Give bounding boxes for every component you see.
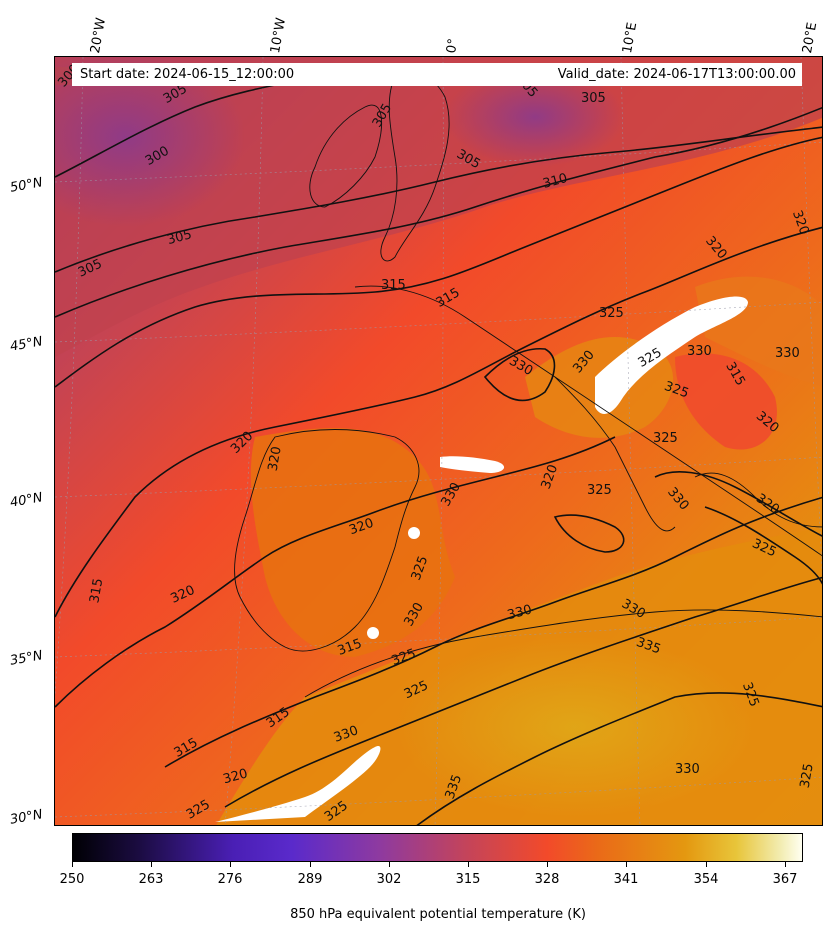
- warm-iberia: [250, 428, 455, 657]
- contour-label-330g: 330: [506, 602, 534, 623]
- colorbar-tick: [626, 862, 627, 867]
- red-adriatic: [675, 353, 777, 450]
- lon-label-20w: 20°W: [88, 16, 110, 55]
- lat-label-45n: 45°N: [8, 334, 44, 355]
- colorbar-tick: [389, 862, 390, 867]
- contour-label-305b: 305: [166, 227, 194, 248]
- colorbar-tick-label: 328: [534, 872, 560, 887]
- lat-label-50n: 50°N: [8, 175, 44, 196]
- colorbar-tick-label: 354: [693, 872, 719, 887]
- colorbar-tick-label: 263: [138, 872, 164, 887]
- valid-date-text: Valid_date: 2024-06-17T13:00:00.00: [557, 67, 796, 82]
- colorbar-tick-label: 289: [297, 872, 323, 887]
- map-canvas: 300 305 300 305 305 305 305 305 305 310 …: [55, 57, 822, 825]
- colorbar-title: 850 hPa equivalent potential temperature…: [290, 907, 586, 922]
- lon-label-0: 0°: [444, 37, 462, 55]
- colorbar-tick: [310, 862, 311, 867]
- contour-label-320b: 320: [266, 445, 285, 472]
- purple-cell-west: [55, 57, 245, 227]
- colorbar-tick-label: 250: [59, 872, 85, 887]
- colorbar-tick-label: 276: [217, 872, 243, 887]
- colorbar-tick: [706, 862, 707, 867]
- contour-label-330d: 330: [775, 346, 800, 361]
- colorbar-tick-label: 367: [772, 872, 798, 887]
- contour-label-325e: 325: [587, 483, 612, 498]
- contour-label-330k: 330: [675, 762, 700, 777]
- contour-label-325a: 325: [599, 306, 624, 321]
- map-panel: 300 305 300 305 305 305 305 305 305 310 …: [54, 56, 823, 826]
- hot-cell-sahara: [395, 637, 755, 817]
- colorbar-tick: [468, 862, 469, 867]
- lat-label-40n: 40°N: [8, 490, 44, 511]
- info-box: Start date: 2024-06-15_12:00:00 Valid_da…: [72, 63, 802, 86]
- colorbar-tick: [785, 862, 786, 867]
- cool-band: [55, 57, 822, 357]
- lon-label-10w: 10°W: [268, 16, 290, 55]
- contour-label-325l: 325: [798, 762, 817, 789]
- purple-cell-north: [445, 67, 625, 167]
- lon-label-10e: 10°E: [620, 21, 641, 55]
- contour-label-315c: 315: [87, 577, 106, 604]
- colorbar-tick: [151, 862, 152, 867]
- colorbar-tick-label: 315: [455, 872, 481, 887]
- lon-label-20e: 20°E: [800, 21, 821, 55]
- start-date-text: Start date: 2024-06-15_12:00:00: [80, 67, 295, 82]
- colorbar-tick-label: 302: [376, 872, 402, 887]
- contour-label-330c: 330: [687, 344, 712, 359]
- colorbar-tick: [547, 862, 548, 867]
- colorbar-tick-label: 341: [613, 872, 639, 887]
- contour-label-325d: 325: [653, 431, 678, 446]
- colorbar-tick: [230, 862, 231, 867]
- colorbar-tick: [72, 862, 73, 867]
- terrain-mask: [215, 296, 748, 822]
- coastlines: [234, 72, 822, 698]
- lat-label-35n: 35°N: [8, 648, 44, 669]
- contour-lines: [55, 76, 822, 825]
- contour-label-305f: 305: [581, 91, 606, 106]
- contour-label-315a: 315: [381, 278, 406, 293]
- contour-label-320e: 320: [222, 766, 250, 787]
- contour-label-310: 310: [541, 171, 569, 192]
- lat-label-30n: 30°N: [8, 807, 44, 828]
- colorbar: [72, 833, 803, 862]
